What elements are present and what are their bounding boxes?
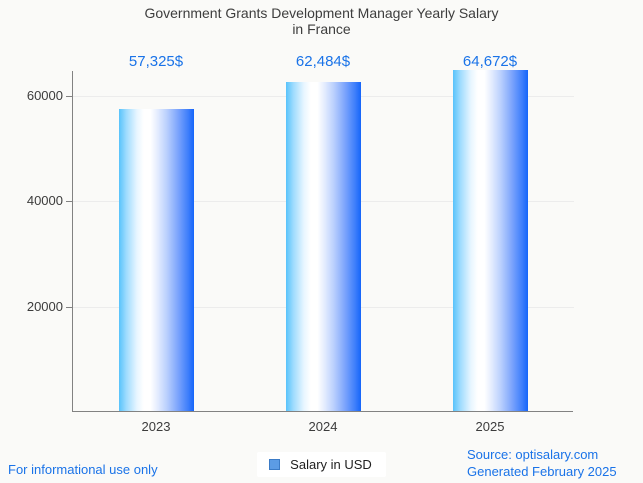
y-tick-label: 60000: [26, 88, 63, 103]
generated-date-line: Generated February 2025: [467, 464, 617, 479]
y-tick-label: 40000: [26, 193, 63, 208]
y-axis-tick: [66, 96, 72, 97]
bar-value-label: 64,672$: [462, 53, 518, 70]
legend-swatch-icon: [269, 459, 281, 470]
bar-value-label: 57,325$: [128, 53, 184, 70]
bar: [286, 82, 361, 411]
y-axis-tick: [66, 201, 72, 202]
bar: [119, 109, 194, 411]
y-axis-tick: [66, 307, 72, 308]
x-tick-label: 2023: [141, 419, 171, 434]
source-line: Source: optisalary.com: [467, 447, 599, 462]
source-attribution: Source: optisalary.com Generated Februar…: [467, 446, 617, 480]
chart-title-line-1: Government Grants Development Manager Ye…: [144, 5, 499, 21]
chart-title-line-2: in France: [292, 21, 351, 37]
plot-area: [66, 70, 574, 412]
disclaimer-text: For informational use only: [8, 462, 158, 477]
legend-box: Salary in USD: [257, 452, 386, 477]
bar: [453, 70, 528, 411]
y-tick-label: 20000: [26, 299, 63, 314]
chart-title: Government Grants Development Manager Ye…: [0, 5, 643, 37]
legend: Salary in USD: [0, 452, 643, 477]
bar-value-label: 62,484$: [295, 53, 351, 70]
legend-label: Salary in USD: [290, 457, 372, 472]
x-tick-label: 2024: [308, 419, 338, 434]
x-tick-label: 2025: [475, 419, 505, 434]
